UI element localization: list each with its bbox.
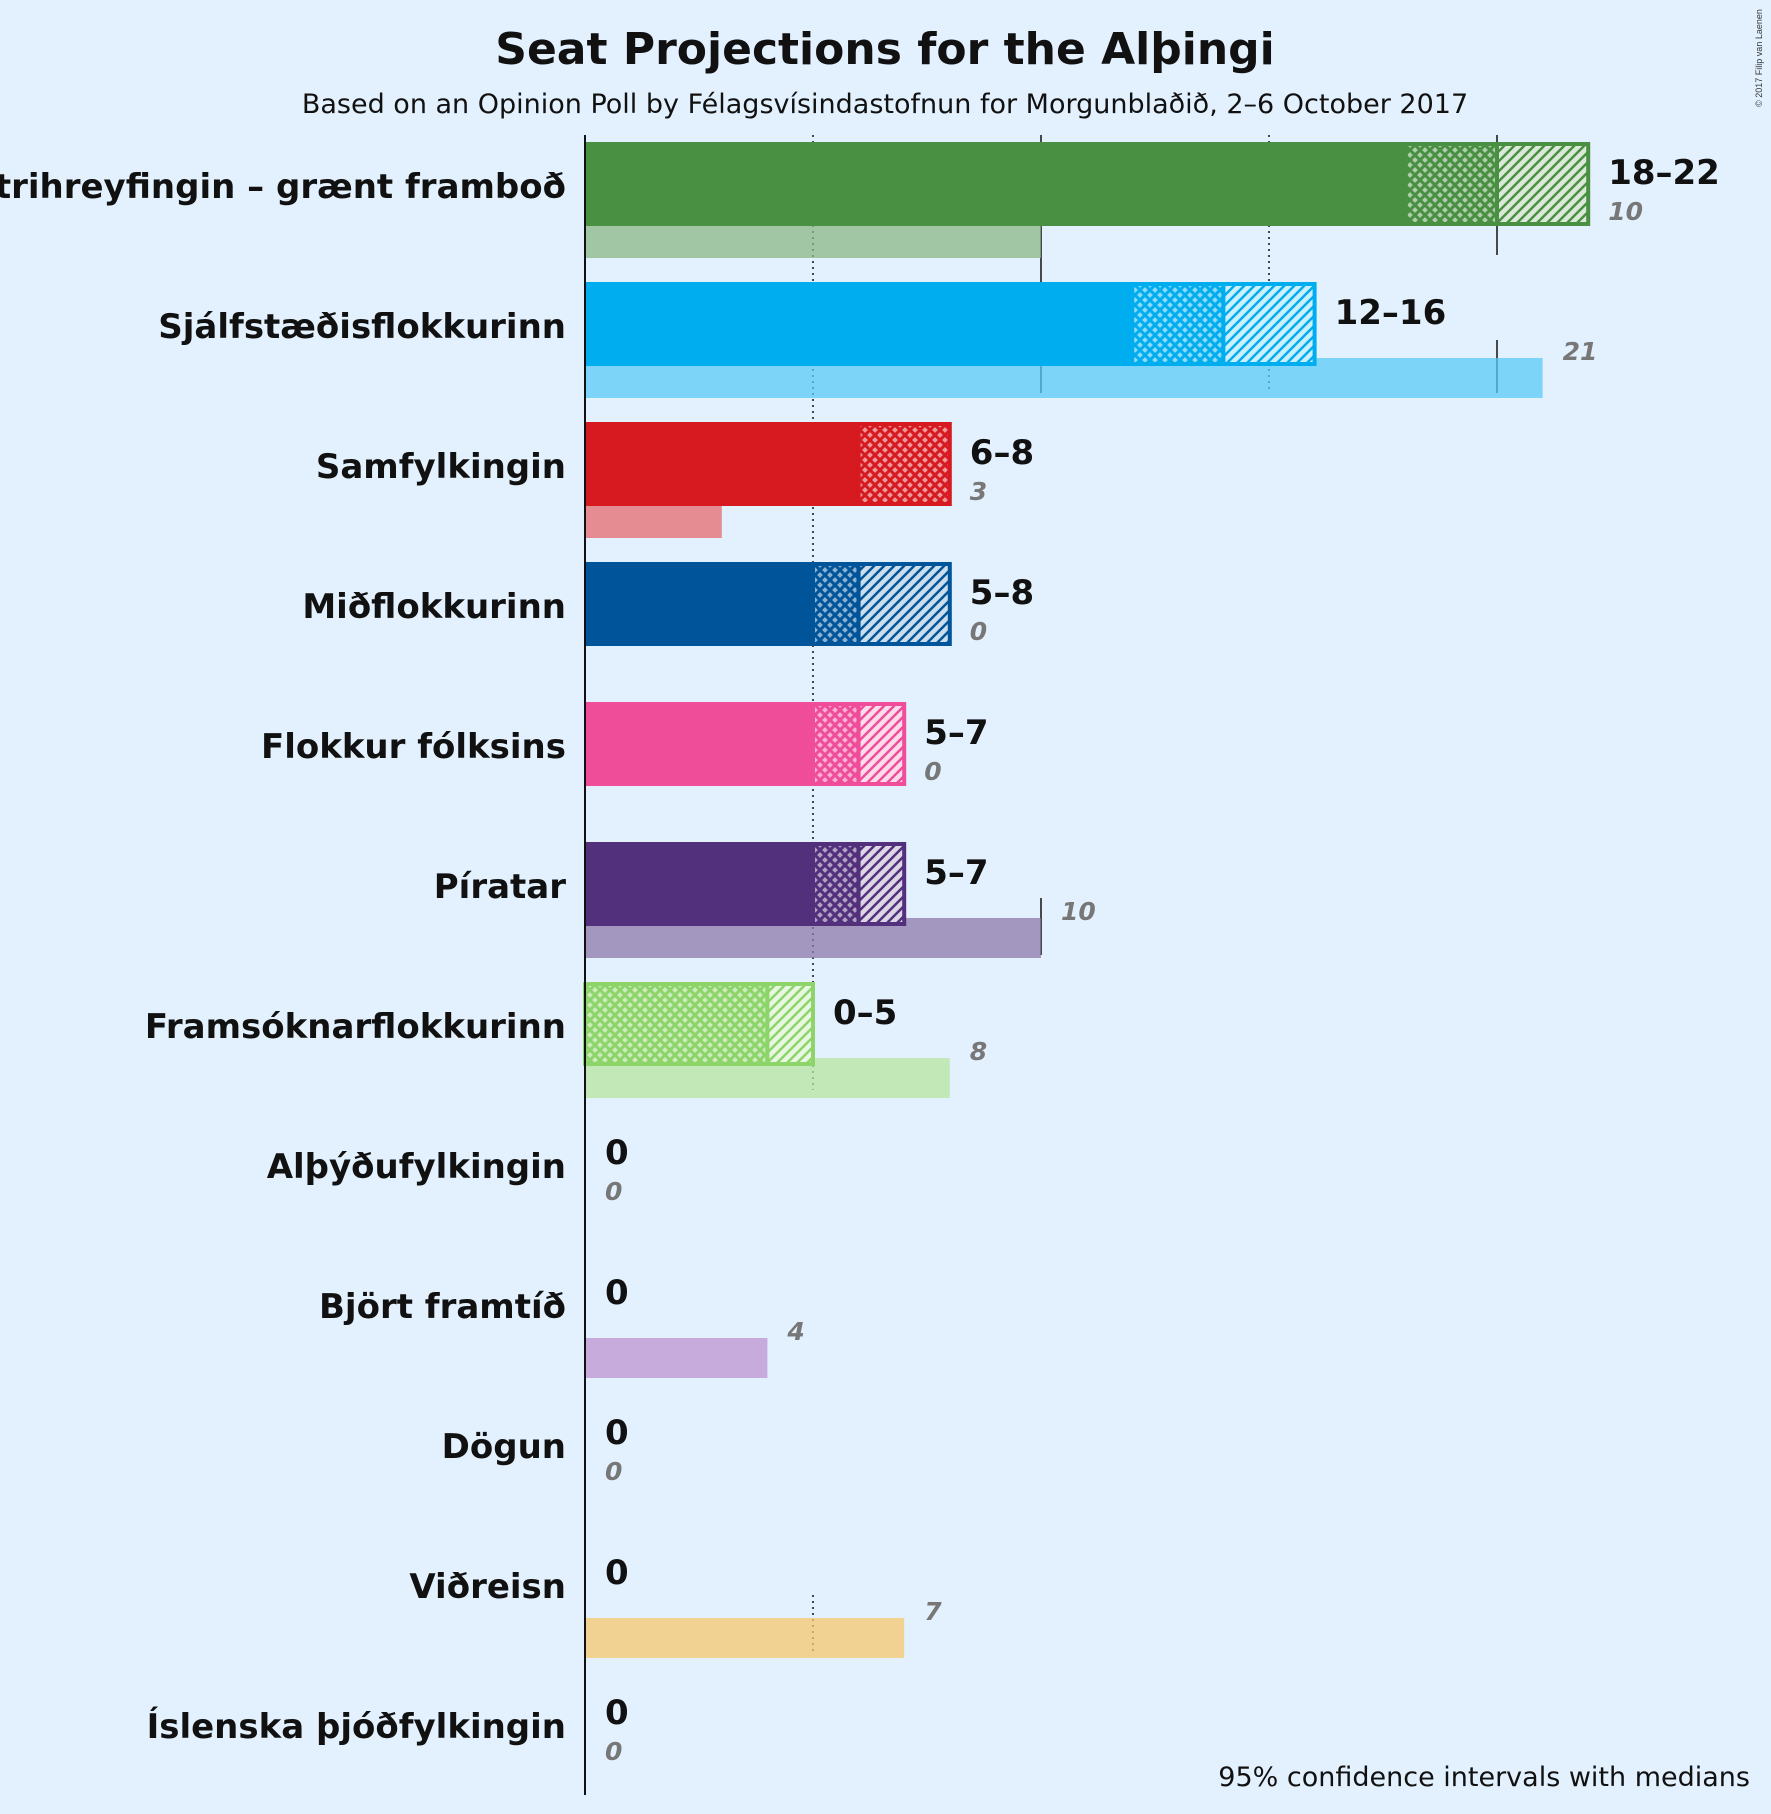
party-label: Alþýðufylkingin — [267, 1147, 566, 1187]
range-label: 0–5 — [833, 993, 897, 1033]
party-label: Píratar — [434, 867, 566, 907]
ci-upper-half-bar — [856, 562, 952, 646]
range-label: 0 — [605, 1693, 629, 1733]
party-label: Samfylkingin — [316, 447, 566, 487]
ci-lower-half-bar — [811, 842, 861, 926]
previous-result-label: 21 — [1563, 337, 1598, 366]
ci-upper-half-bar — [1495, 142, 1591, 226]
previous-result-label: 0 — [924, 757, 941, 786]
ci-solid-bar — [585, 562, 813, 646]
party-label: Miðflokkurinn — [302, 587, 566, 627]
ci-lower-half-bar — [1130, 282, 1226, 366]
party-label: Framsóknarflokkurinn — [145, 1007, 566, 1047]
party-label: Vinstrihreyfingin – grænt framboð — [0, 167, 566, 207]
ci-upper-half-bar — [1221, 282, 1317, 366]
party-label: Íslenska þjóðfylkingin — [147, 1706, 566, 1747]
previous-result-label: 10 — [1608, 197, 1643, 226]
ci-lower-half-bar — [583, 982, 770, 1066]
party-label: Viðreisn — [409, 1567, 566, 1607]
ci-upper-half-bar — [856, 842, 907, 926]
ci-lower-half-bar — [1403, 142, 1500, 226]
previous-result-label: 0 — [970, 617, 987, 646]
previous-result-label: 0 — [605, 1737, 622, 1766]
ci-lower-half-bar — [856, 422, 952, 506]
range-label: 0 — [605, 1133, 629, 1173]
previous-result-label: 0 — [605, 1177, 622, 1206]
range-label: 0 — [605, 1413, 629, 1453]
previous-result-label: 3 — [970, 477, 987, 506]
range-label: 5–7 — [924, 853, 988, 893]
range-label: 0 — [605, 1553, 629, 1593]
projection-bars — [583, 142, 1591, 1066]
footnote: 95% confidence intervals with medians — [1218, 1762, 1750, 1793]
labels: Vinstrihreyfingin – grænt framboð 18–22 10… — [0, 153, 1720, 1766]
previous-result-bar — [585, 1338, 768, 1378]
previous-result-label: 4 — [786, 1317, 804, 1346]
party-label: Dögun — [442, 1427, 566, 1467]
ci-lower-half-bar — [811, 562, 861, 646]
previous-result-label: 10 — [1061, 897, 1096, 926]
ci-upper-half-bar — [765, 982, 816, 1066]
range-label: 6–8 — [970, 433, 1034, 473]
previous-result-bar — [585, 1618, 905, 1658]
ci-solid-bar — [585, 422, 859, 506]
range-label: 18–22 — [1608, 153, 1720, 193]
party-label: Sjálfstæðisflokkurinn — [158, 307, 566, 347]
ci-upper-half-bar — [856, 702, 907, 786]
ci-solid-bar — [585, 702, 813, 786]
copyright-note: © 2017 Filip van Laenen — [1754, 9, 1764, 107]
range-label: 5–7 — [924, 713, 988, 753]
ci-solid-bar — [585, 842, 813, 926]
ci-solid-bar — [585, 142, 1406, 226]
previous-result-label: 0 — [605, 1457, 622, 1486]
ci-lower-half-bar — [811, 702, 861, 786]
party-label: Björt framtíð — [319, 1287, 566, 1327]
chart-subtitle: Based on an Opinion Poll by Félagsvísind… — [302, 89, 1468, 120]
party-label: Flokkur fólksins — [261, 727, 566, 767]
chart-title: Seat Projections for the Alþingi — [495, 24, 1274, 75]
previous-result-label: 7 — [924, 1597, 942, 1626]
range-label: 12–16 — [1335, 293, 1447, 333]
range-label: 0 — [605, 1273, 629, 1313]
previous-result-label: 8 — [970, 1037, 987, 1066]
range-label: 5–8 — [970, 573, 1034, 613]
ci-solid-bar — [585, 282, 1133, 366]
